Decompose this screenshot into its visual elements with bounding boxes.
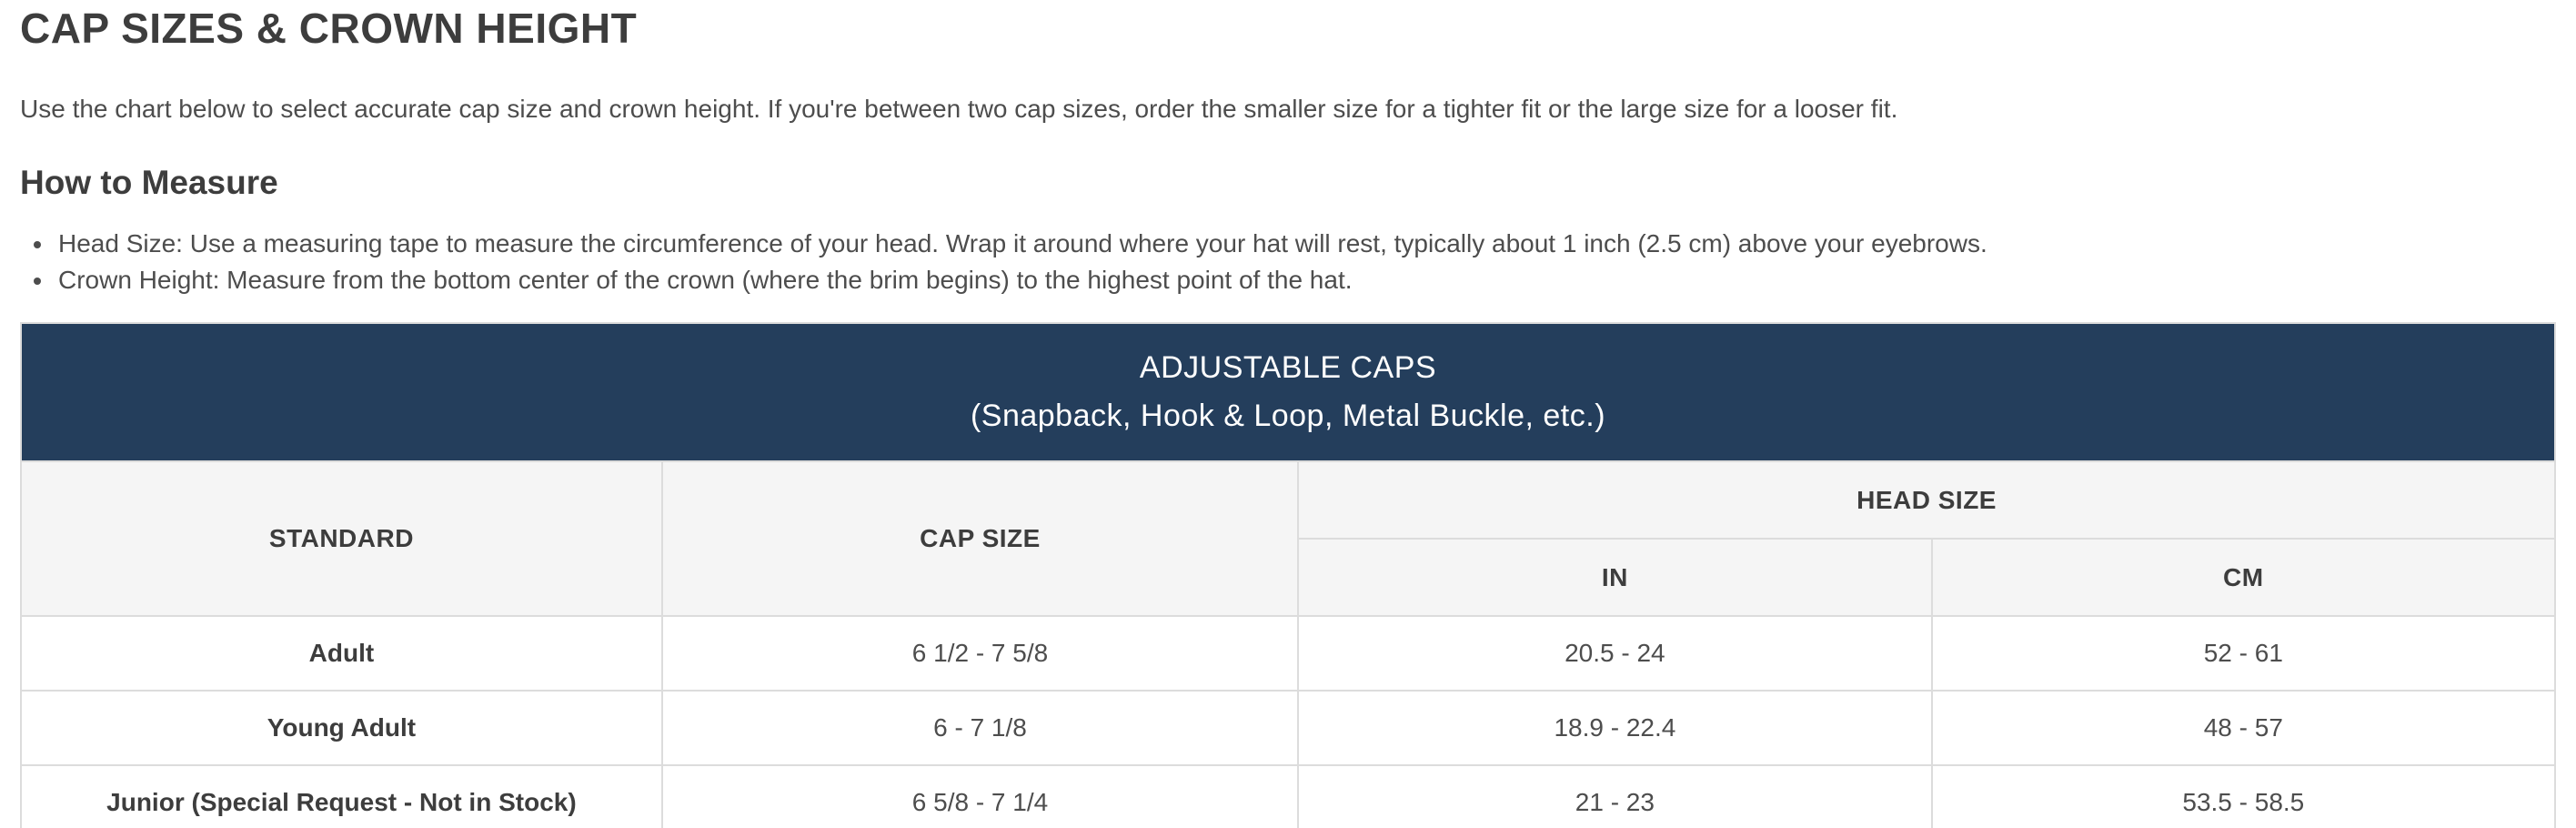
intro-paragraph: Use the chart below to select accurate c… [20,94,1898,123]
cell-head-size-in: 18.9 - 22.4 [1297,690,1933,767]
table-row-junior: Junior (Special Request - Not in Stock) … [20,764,2557,828]
cell-standard: Adult [20,615,663,692]
page-title: CAP SIZES & CROWN HEIGHT [20,5,638,52]
adjustable-caps-size-table: ADJUSTABLE CAPS (Snapback, Hook & Loop, … [20,322,2557,828]
cell-head-size-cm: 52 - 61 [1930,615,2557,692]
table-header-row-1: STANDARD CAP SIZE HEAD SIZE [20,460,2556,618]
column-header-cm: CM [1930,538,2557,618]
column-header-head-size: HEAD SIZE [1297,460,2556,540]
cell-cap-size: 6 5/8 - 7 1/4 [660,764,1300,828]
cell-head-size-cm: 53.5 - 58.5 [1930,764,2557,828]
banner-subtitle: (Snapback, Hook & Loop, Metal Buckle, et… [970,399,1606,434]
column-header-cap-size: CAP SIZE [660,460,1300,618]
table-banner-row: ADJUSTABLE CAPS (Snapback, Hook & Loop, … [20,322,2556,463]
cell-standard: Young Adult [20,690,663,767]
banner-title: ADJUSTABLE CAPS [1139,350,1437,386]
column-header-standard: STANDARD [20,460,663,618]
column-header-in: IN [1297,538,1933,618]
cell-cap-size: 6 - 7 1/8 [660,690,1300,767]
cell-head-size-in: 20.5 - 24 [1297,615,1933,692]
table-row-young-adult: Young Adult 6 - 7 1/8 18.9 - 22.4 48 - 5… [20,690,2557,767]
measure-instructions-list: Head Size: Use a measuring tape to measu… [20,226,2556,298]
list-item-crown-height: Crown Height: Measure from the bottom ce… [55,262,2556,298]
cell-cap-size: 6 1/2 - 7 5/8 [660,615,1300,692]
table-banner: ADJUSTABLE CAPS (Snapback, Hook & Loop, … [20,322,2556,463]
how-to-measure-heading: How to Measure [20,163,278,201]
cell-standard: Junior (Special Request - Not in Stock) [20,764,663,828]
cell-head-size-in: 21 - 23 [1297,764,1933,828]
table-header-row-2: IN CM [21,538,2557,618]
table-row-adult: Adult 6 1/2 - 7 5/8 20.5 - 24 52 - 61 [20,615,2557,692]
cell-head-size-cm: 48 - 57 [1930,690,2557,767]
list-item-head-size: Head Size: Use a measuring tape to measu… [55,226,2556,262]
